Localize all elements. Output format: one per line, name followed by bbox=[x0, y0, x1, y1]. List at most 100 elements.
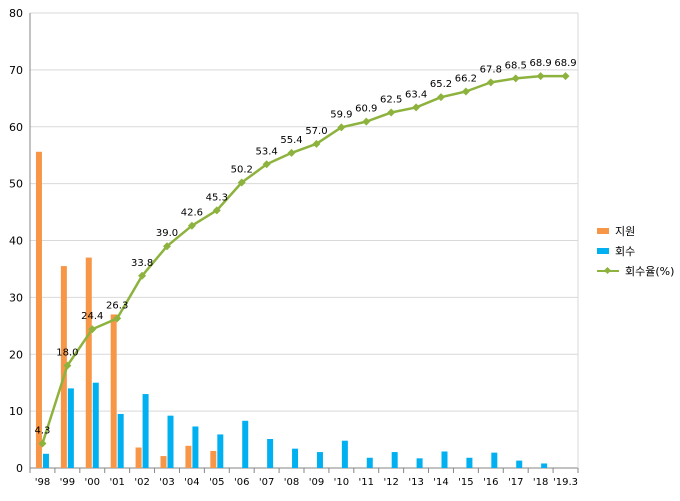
recovery-rate-marker bbox=[362, 117, 371, 126]
x-tick-label: '00 bbox=[85, 477, 100, 488]
data-label-recovery-rate: 26.3 bbox=[106, 300, 128, 311]
bar-recovery bbox=[316, 452, 323, 468]
x-tick-label: '03 bbox=[159, 477, 174, 488]
x-tick-label: '11 bbox=[359, 477, 374, 488]
recovery-rate-marker bbox=[212, 206, 221, 215]
data-label-recovery-rate: 33.8 bbox=[131, 258, 153, 269]
x-tick-label: '04 bbox=[184, 477, 199, 488]
data-label-recovery-rate: 68.9 bbox=[554, 58, 576, 69]
data-label-recovery-rate: 65.2 bbox=[430, 79, 452, 90]
x-tick-label: '19.3 bbox=[553, 477, 578, 488]
bar-recovery bbox=[167, 415, 174, 468]
x-tick-label: '06 bbox=[234, 477, 249, 488]
legend-swatch-support bbox=[597, 228, 609, 234]
y-tick-label: 20 bbox=[9, 348, 23, 361]
line-series bbox=[38, 72, 570, 448]
bar-recovery bbox=[441, 451, 448, 468]
x-tick-label: '07 bbox=[259, 477, 274, 488]
recovery-rate-marker bbox=[387, 108, 396, 117]
bar-recovery bbox=[516, 460, 523, 468]
x-tick-label: '98 bbox=[35, 477, 50, 488]
y-tick-label: 40 bbox=[9, 235, 23, 248]
recovery-rate-marker bbox=[511, 74, 520, 83]
legend-label-support: 지원 bbox=[615, 225, 636, 238]
x-tick-label: '99 bbox=[60, 477, 75, 488]
y-tick-label: 50 bbox=[9, 178, 23, 191]
bar-recovery bbox=[242, 420, 249, 468]
recovery-rate-marker bbox=[536, 72, 545, 81]
bar-recovery bbox=[341, 440, 348, 468]
bar-support bbox=[160, 456, 167, 468]
x-tick-label: '16 bbox=[483, 477, 498, 488]
grid bbox=[30, 12, 578, 469]
recovery-rate-marker bbox=[88, 325, 97, 334]
bar-recovery bbox=[466, 457, 473, 468]
data-label-recovery-rate: 42.6 bbox=[181, 208, 203, 219]
axes: 0 10 20 30 40 50 60 70 80 '98 '99 '00 '01 '02 '03 '04 '0… bbox=[9, 7, 579, 488]
bar-recovery bbox=[67, 388, 74, 468]
bar-recovery bbox=[416, 458, 423, 468]
bar-support bbox=[135, 447, 142, 468]
data-label-recovery-rate: 50.2 bbox=[231, 164, 253, 175]
legend-swatch-recovery bbox=[597, 248, 609, 254]
x-tick-label: '13 bbox=[408, 477, 423, 488]
bar-recovery bbox=[42, 453, 49, 468]
legend-label-recovery: 회수 bbox=[615, 245, 636, 258]
legend-item-recovery-rate: 회수율(%) bbox=[597, 261, 674, 281]
recovery-rate-marker bbox=[437, 93, 445, 102]
data-label-recovery-rate: 68.9 bbox=[530, 58, 552, 69]
bar-recovery bbox=[391, 452, 398, 468]
bar-recovery bbox=[192, 426, 199, 468]
recovery-rate-marker bbox=[237, 178, 246, 187]
data-label-recovery-rate: 53.4 bbox=[256, 146, 278, 157]
bars bbox=[35, 151, 548, 468]
bar-recovery bbox=[117, 413, 124, 468]
data-label-recovery-rate: 45.3 bbox=[206, 192, 228, 203]
bar-recovery bbox=[366, 457, 373, 468]
recovery-rate-marker bbox=[287, 148, 296, 157]
recovery-rate-marker bbox=[486, 78, 495, 87]
recovery-rate-marker bbox=[38, 439, 47, 448]
bar-recovery bbox=[541, 463, 548, 468]
y-tick-label: 10 bbox=[9, 405, 23, 418]
data-label-recovery-rate: 39.0 bbox=[156, 228, 178, 239]
data-label-recovery-rate: 4.3 bbox=[35, 426, 51, 437]
data-label-recovery-rate: 67.8 bbox=[480, 64, 502, 75]
bar-recovery bbox=[267, 438, 274, 468]
bar-support bbox=[210, 450, 217, 468]
y-tick-label: 70 bbox=[9, 64, 23, 77]
data-label-recovery-rate: 62.5 bbox=[380, 95, 402, 106]
legend-label-recovery-rate: 회수율(%) bbox=[625, 265, 675, 278]
x-tick-label: '10 bbox=[334, 477, 349, 488]
data-label-recovery-rate: 24.4 bbox=[81, 311, 103, 322]
y-tick-label: 60 bbox=[9, 121, 23, 134]
bar-support bbox=[185, 445, 192, 468]
bar-recovery bbox=[92, 382, 99, 468]
x-tick-label: '18 bbox=[533, 477, 548, 488]
x-tick-label: '09 bbox=[309, 477, 324, 488]
x-tick-label: '17 bbox=[508, 477, 523, 488]
y-tick-label: 0 bbox=[16, 462, 23, 475]
recovery-rate-marker bbox=[262, 160, 271, 169]
data-label-recovery-rate: 66.2 bbox=[455, 73, 477, 84]
recovery-rate-marker bbox=[461, 87, 470, 96]
x-tick-label: '15 bbox=[458, 477, 473, 488]
data-labels: 4.3 18.0 24.426.3 33.8 39.042.645.3 50.253.4 5… bbox=[35, 58, 577, 436]
data-label-recovery-rate: 68.5 bbox=[505, 60, 527, 71]
recovery-rate-marker bbox=[63, 361, 72, 370]
bar-support bbox=[35, 151, 42, 468]
recovery-rate-marker bbox=[412, 103, 421, 112]
x-tick-label: '12 bbox=[383, 477, 398, 488]
data-label-recovery-rate: 59.9 bbox=[330, 109, 352, 120]
legend-item-recovery: 회수 bbox=[597, 241, 674, 261]
y-tick-label: 80 bbox=[9, 7, 23, 20]
bar-support bbox=[85, 257, 92, 468]
data-label-recovery-rate: 63.4 bbox=[405, 89, 427, 100]
recovery-rate-marker bbox=[187, 221, 196, 230]
data-label-recovery-rate: 60.9 bbox=[355, 104, 377, 115]
recovery-rate-marker bbox=[337, 123, 346, 132]
legend-item-support: 지원 bbox=[597, 221, 674, 241]
data-label-recovery-rate: 18.0 bbox=[56, 348, 78, 359]
recovery-rate-marker bbox=[163, 242, 171, 251]
